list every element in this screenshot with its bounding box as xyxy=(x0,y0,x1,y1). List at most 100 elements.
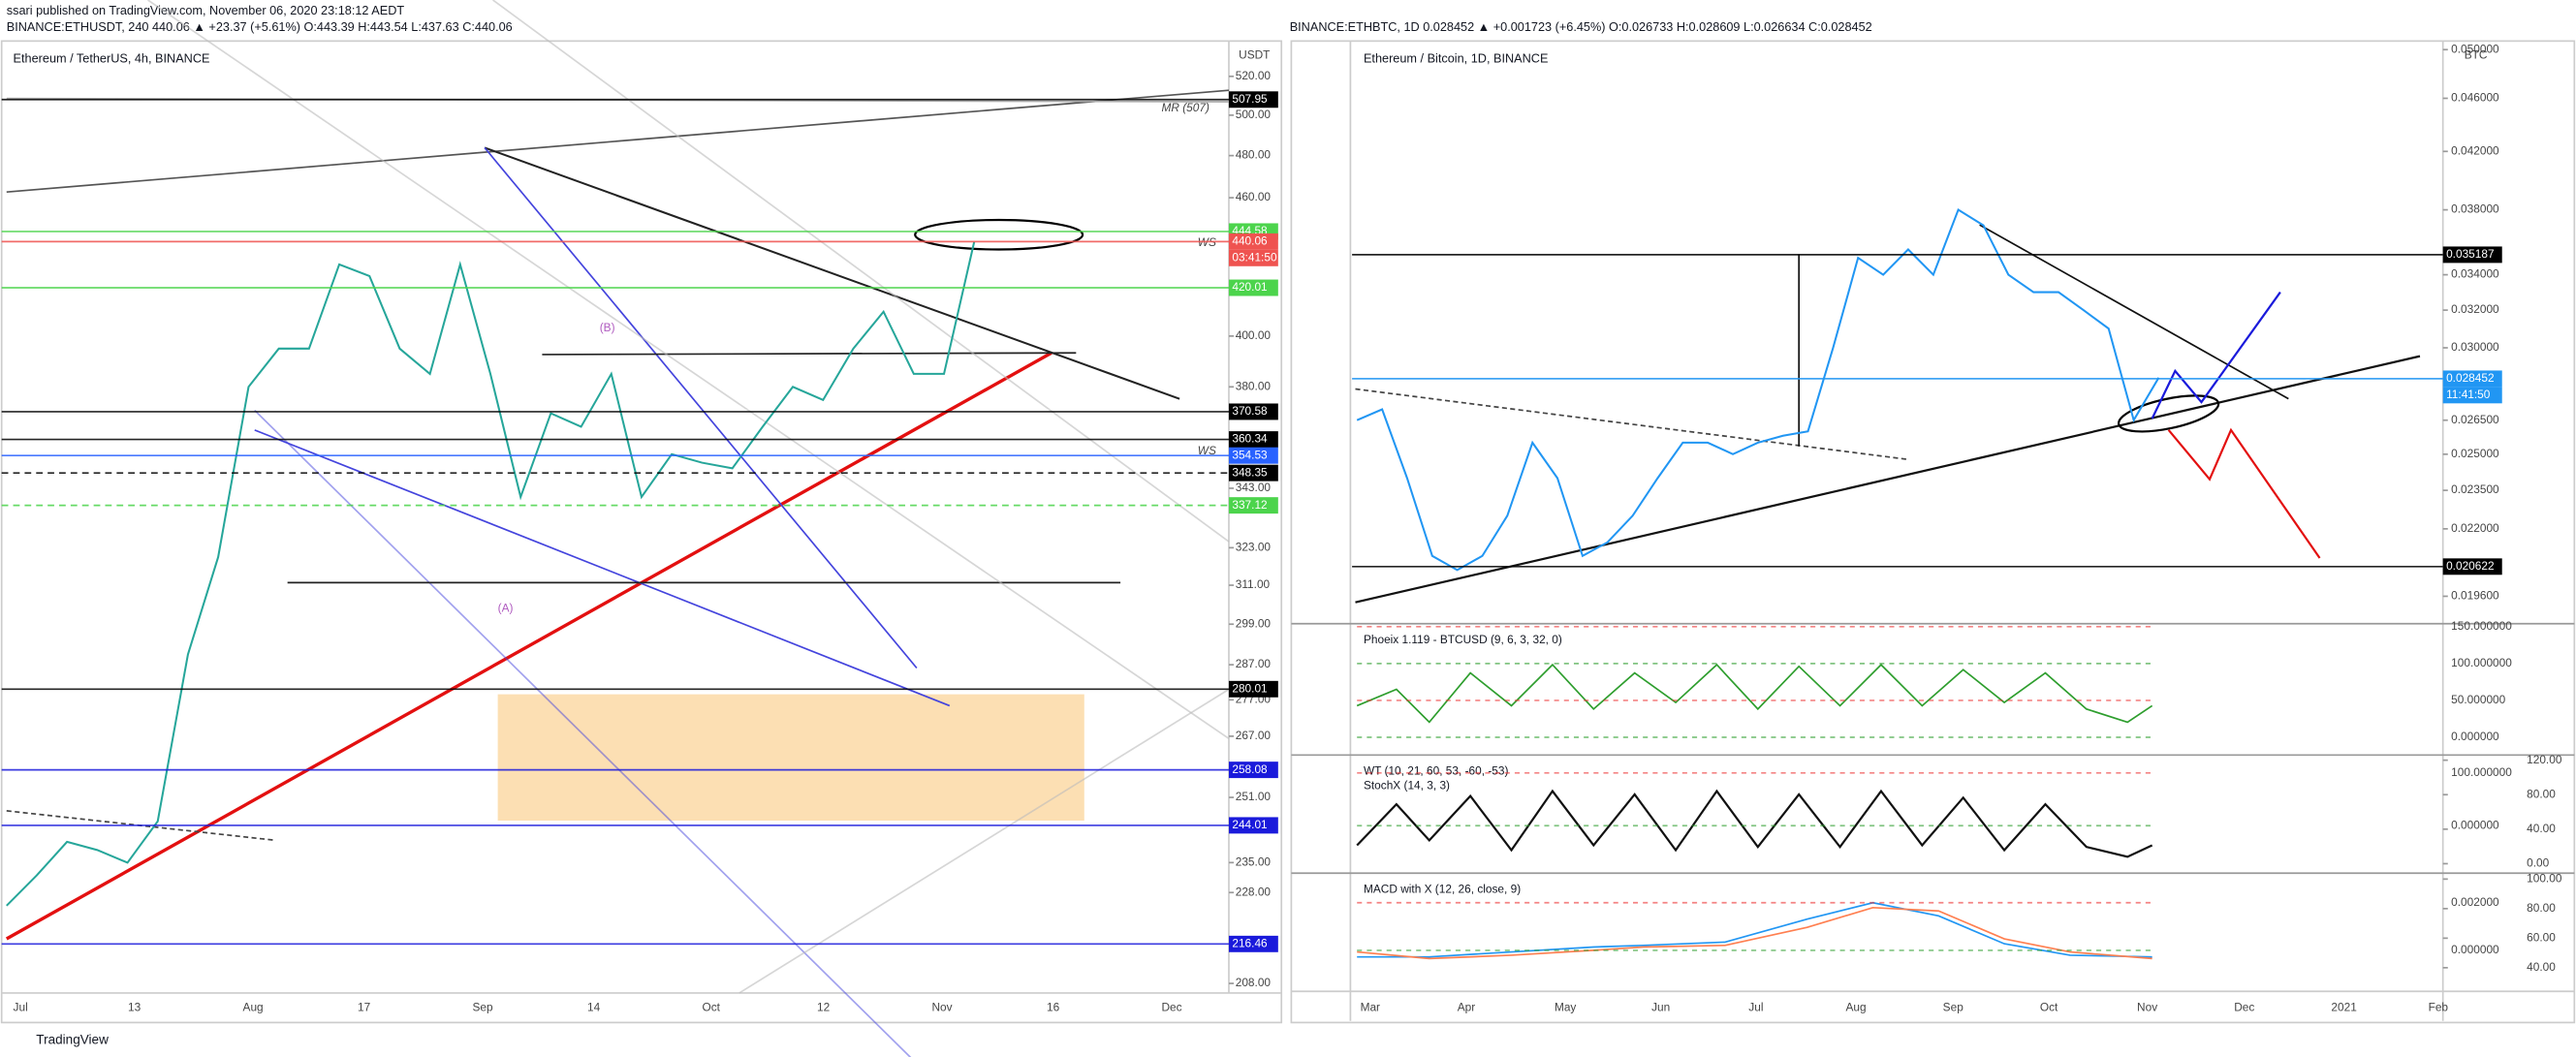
price-tag xyxy=(1228,935,1278,952)
ellipse xyxy=(2118,394,2220,433)
price-tag xyxy=(2442,246,2502,264)
resistance-line xyxy=(484,146,1180,400)
x-tick-label: Oct xyxy=(703,1000,721,1013)
indicator-line xyxy=(1356,663,2153,724)
x-tick-label: 13 xyxy=(128,1000,141,1013)
x-tick-label: Sep xyxy=(473,1000,494,1013)
price-tag xyxy=(1228,817,1278,834)
drawings xyxy=(5,0,2421,1057)
price-tag xyxy=(2442,370,2502,388)
y-tick-label: 0.019600 xyxy=(2451,589,2499,603)
y-tick-label: 500.00 xyxy=(1236,108,1272,121)
price-tag xyxy=(1228,403,1278,420)
countdown: 11:41:50 xyxy=(2446,388,2491,401)
price-tag xyxy=(1228,447,1278,464)
price-tag xyxy=(1228,497,1278,514)
x-tick-label: Dec xyxy=(1161,1000,1181,1013)
y-tick-label: 0.050000 xyxy=(2451,42,2499,55)
price-tag xyxy=(1228,762,1278,779)
left-currency: USDT xyxy=(1239,48,1270,62)
countdown-bg xyxy=(2442,387,2502,404)
price-tag-label: 440.06 xyxy=(1232,234,1268,248)
x-tick-label: Dec xyxy=(2234,1000,2254,1013)
left-symbol: BINANCE:ETHUSDT, 240 440.06 ▲ +23.37 (+5… xyxy=(7,20,513,34)
x-tick-label: Jun xyxy=(1651,1000,1670,1013)
y-tick-label: 0.002000 xyxy=(2451,895,2499,909)
price-tag-label: 244.01 xyxy=(1232,818,1268,831)
y2-tick-label: 120.00 xyxy=(2527,753,2562,766)
price-tag xyxy=(1228,464,1278,482)
y-tick-label: 0.023500 xyxy=(2451,482,2499,496)
y-tick-label: 311.00 xyxy=(1236,577,1271,591)
pane-title: WT (10, 21, 60, 53, -60, -53) xyxy=(1364,763,1509,777)
y-tick-label: 299.00 xyxy=(1236,616,1272,630)
zone-box xyxy=(497,694,1084,822)
footer: TradingView xyxy=(36,1033,109,1047)
y-tick-label: 0.026500 xyxy=(2451,413,2499,426)
price-tag-label: 370.58 xyxy=(1232,404,1268,418)
annotation: (A) xyxy=(498,602,514,615)
price-tag-label: 280.01 xyxy=(1232,681,1268,695)
x-tick-label: Nov xyxy=(2137,1000,2157,1013)
left-panel xyxy=(0,40,1283,1024)
right-currency: BTC xyxy=(2465,48,2488,62)
price-tag-label: 0.035187 xyxy=(2446,247,2494,261)
pane-subtitle: StochX (14, 3, 3) xyxy=(1364,779,1450,793)
y-tick-label: 251.00 xyxy=(1236,790,1272,803)
y-tick-label: 100.000000 xyxy=(2451,765,2512,779)
price-tag-label: 507.95 xyxy=(1232,92,1268,106)
x-tick-label: Aug xyxy=(1846,1000,1867,1013)
x-tick-label: Apr xyxy=(1458,1000,1476,1013)
y-tick-label: 228.00 xyxy=(1236,885,1272,898)
x-tick-label: May xyxy=(1555,1000,1576,1013)
price-tag-label: 420.01 xyxy=(1232,280,1268,294)
price-tag xyxy=(1228,233,1278,250)
price-tag-label: 0.028452 xyxy=(2446,371,2494,385)
y-tick-label: 343.00 xyxy=(1236,481,1272,494)
indicator-line xyxy=(1357,901,2152,958)
y2-tick-label: 40.00 xyxy=(2527,822,2556,835)
price-tag-label: 360.34 xyxy=(1232,432,1268,446)
y-tick-label: 0.022000 xyxy=(2451,521,2499,535)
y-tick-label: 480.00 xyxy=(1236,148,1272,162)
right-symbol: BINANCE:ETHBTC, 1D 0.028452 ▲ +0.001723 … xyxy=(1290,20,1872,34)
right-panel xyxy=(1290,40,2576,1024)
x-tick-label: Sep xyxy=(1943,1000,1964,1013)
price-tag-label: 0.020622 xyxy=(2446,559,2494,573)
right-title: Ethereum / Bitcoin, 1D, BINANCE xyxy=(1364,51,1548,65)
indicator-line xyxy=(1356,789,2153,858)
price-line xyxy=(1356,207,2160,572)
y-tick-label: 0.032000 xyxy=(2451,302,2499,316)
annotation: WS xyxy=(1198,444,1216,457)
pane-title: Phoeix 1.119 - BTCUSD (9, 6, 3, 32, 0) xyxy=(1364,633,1562,646)
y-tick-label: 323.00 xyxy=(1236,541,1272,554)
price-tag xyxy=(1228,431,1278,449)
price-tag-label: 348.35 xyxy=(1232,465,1268,479)
price-tag-label: 216.46 xyxy=(1232,936,1268,949)
y2-tick-label: 0.00 xyxy=(2527,856,2549,870)
support-line xyxy=(5,351,1052,941)
x-tick-label: 16 xyxy=(1047,1000,1060,1013)
y-tick-label: 50.000000 xyxy=(2451,693,2505,706)
trend-line xyxy=(6,89,1230,194)
y-tick-label: 0.034000 xyxy=(2451,267,2499,281)
pane-title: MACD with X (12, 26, close, 9) xyxy=(1364,882,1521,895)
y-tick-label: 208.00 xyxy=(1236,976,1272,989)
x-tick-label: 14 xyxy=(587,1000,601,1013)
y-tick-label: 150.000000 xyxy=(2451,619,2512,633)
fan-line xyxy=(484,146,918,669)
y-tick-label: 0.025000 xyxy=(2451,447,2499,460)
ellipse xyxy=(914,218,1084,251)
dashed-line xyxy=(1355,388,1909,461)
y-tick-label: 0.000000 xyxy=(2451,730,2499,743)
y2-tick-label: 80.00 xyxy=(2527,901,2556,915)
y-tick-label: 0.000000 xyxy=(2451,943,2499,956)
price-line xyxy=(6,241,976,907)
price-tag xyxy=(1228,279,1278,296)
y-tick-label: 267.00 xyxy=(1236,729,1272,742)
x-tick-label: Aug xyxy=(243,1000,264,1013)
bear-path xyxy=(2167,427,2321,559)
y-tick-label: 0.030000 xyxy=(2451,340,2499,354)
price-tag xyxy=(1228,680,1278,698)
